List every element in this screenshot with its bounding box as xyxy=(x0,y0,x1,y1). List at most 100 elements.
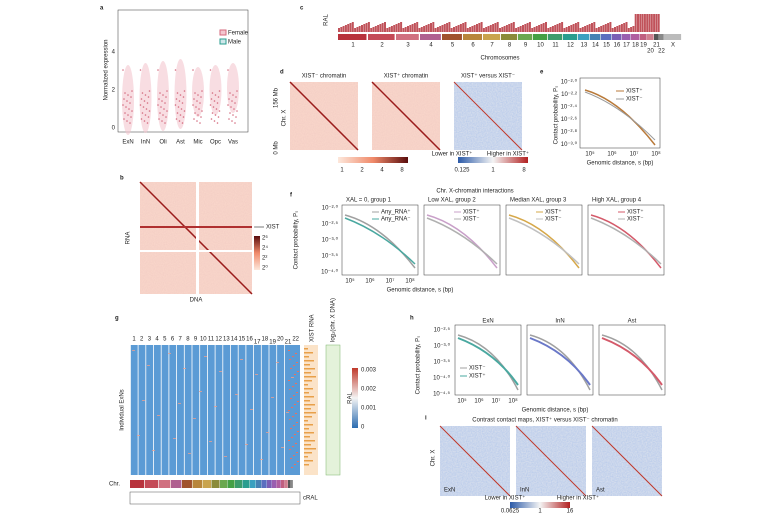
shape xyxy=(296,452,298,453)
shape xyxy=(260,459,263,460)
shape xyxy=(655,14,658,32)
label: XIST⁻ xyxy=(627,217,644,223)
point xyxy=(158,98,160,100)
point xyxy=(195,106,197,108)
label: Lower in XIST⁺ xyxy=(485,495,526,502)
point xyxy=(210,98,213,100)
shape xyxy=(245,345,247,475)
shape xyxy=(304,388,313,390)
label: InN xyxy=(520,488,529,494)
label: 10⁻⁴·⁰ xyxy=(433,375,450,382)
shape xyxy=(204,356,207,357)
violin xyxy=(139,63,152,133)
shape xyxy=(220,480,228,488)
shape xyxy=(183,368,186,369)
label: 11 xyxy=(208,337,215,343)
shape xyxy=(591,23,593,32)
point xyxy=(235,116,237,118)
point xyxy=(174,69,177,71)
point xyxy=(233,108,235,110)
shape xyxy=(250,409,253,410)
shape xyxy=(173,438,176,439)
shape xyxy=(261,480,267,488)
shape xyxy=(356,27,359,32)
shape xyxy=(439,26,442,32)
point xyxy=(166,110,168,112)
curve xyxy=(371,81,441,151)
shape xyxy=(294,404,296,405)
shape xyxy=(563,34,578,40)
label: Ast xyxy=(596,488,605,494)
label: RAL xyxy=(348,392,354,404)
curve xyxy=(426,214,498,269)
violin xyxy=(122,65,134,135)
label: 16 xyxy=(567,509,574,514)
shape xyxy=(547,28,550,32)
shape xyxy=(505,25,508,32)
label: 1 xyxy=(132,337,136,343)
shape xyxy=(214,406,217,407)
shape xyxy=(254,236,260,270)
label: 0.125 xyxy=(454,168,470,174)
point xyxy=(193,118,195,120)
shape xyxy=(290,480,293,488)
label: 2 xyxy=(140,337,144,343)
shape xyxy=(517,27,520,32)
curve xyxy=(529,337,591,386)
shape xyxy=(227,480,235,488)
label: 14 xyxy=(231,337,238,343)
label: 0.003 xyxy=(361,368,377,374)
shape xyxy=(294,464,296,465)
shape xyxy=(446,23,449,32)
label: 10⁻²·⁵ xyxy=(322,221,339,228)
shape xyxy=(526,23,529,32)
label: Genomic distance, s (bp) xyxy=(587,161,654,167)
point xyxy=(125,106,127,108)
label: 6 xyxy=(471,43,475,49)
shape xyxy=(340,27,343,32)
label: Normalized expression xyxy=(104,39,110,100)
shape xyxy=(631,34,640,40)
point xyxy=(142,106,145,108)
label: 9 xyxy=(524,43,528,49)
shape xyxy=(157,415,160,416)
point xyxy=(229,112,231,114)
label: i xyxy=(425,416,427,422)
shape xyxy=(289,359,291,360)
point xyxy=(199,102,201,104)
curve xyxy=(344,217,416,265)
point xyxy=(127,114,129,116)
shape xyxy=(466,28,469,32)
label: 7 xyxy=(490,43,494,49)
label: Chr. X-chromatin interactions xyxy=(436,189,513,195)
label: 14 xyxy=(592,43,599,49)
shape xyxy=(222,345,224,475)
shape xyxy=(413,23,416,32)
label: Individual ExNs xyxy=(120,389,126,430)
shape xyxy=(545,22,547,32)
point xyxy=(192,104,194,106)
point xyxy=(178,120,181,122)
point xyxy=(197,94,199,96)
shape xyxy=(471,26,474,32)
shape xyxy=(292,446,294,447)
shape xyxy=(188,453,191,454)
curve xyxy=(601,337,663,386)
label: 3 xyxy=(148,337,152,343)
point xyxy=(141,112,144,114)
label: 10⁷ xyxy=(386,278,395,285)
shape xyxy=(549,27,552,32)
shape xyxy=(462,23,465,32)
label: 10⁷ xyxy=(630,151,639,158)
point xyxy=(230,106,232,108)
shape xyxy=(295,413,297,414)
shape xyxy=(140,250,252,252)
shape xyxy=(304,392,309,394)
point xyxy=(214,94,217,96)
shape xyxy=(276,362,279,363)
point xyxy=(127,94,129,96)
shape xyxy=(653,14,656,32)
shape xyxy=(647,34,654,40)
shape xyxy=(478,23,481,32)
point xyxy=(165,96,167,98)
